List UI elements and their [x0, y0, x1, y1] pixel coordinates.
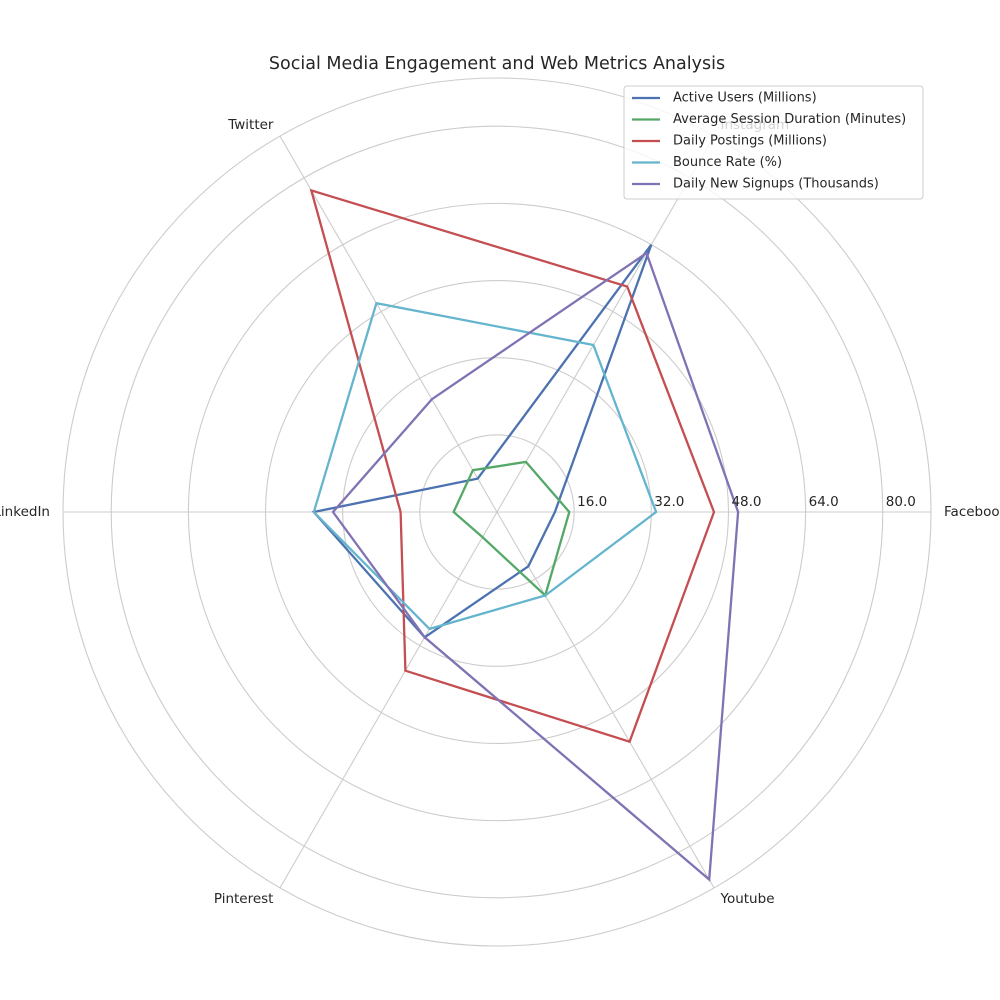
grid-spoke	[496, 511, 715, 889]
legend-label: Bounce Rate (%)	[673, 155, 782, 170]
series-line	[452, 460, 571, 598]
radar-grid	[62, 77, 932, 947]
category-label: LinkedIn	[0, 504, 50, 520]
radial-tick-label: 80.0	[886, 494, 916, 510]
legend-frame	[623, 85, 924, 200]
chart-title: Social Media Engagement and Web Metrics …	[269, 54, 725, 74]
series-line	[331, 251, 740, 882]
radial-tick-label: 16.0	[577, 494, 607, 510]
legend-label: Average Session Duration (Minutes)	[673, 112, 906, 127]
legend-label: Daily New Signups (Thousands)	[673, 177, 879, 192]
radial-tick-label: 64.0	[809, 494, 839, 510]
radial-tick-label: 32.0	[654, 494, 684, 510]
series-line	[309, 188, 716, 744]
category-label: Pinterest	[214, 891, 274, 907]
category-label: Facebook	[944, 504, 1000, 520]
radar-labels: FacebookInstagramTwitterLinkedInPinteres…	[0, 117, 1000, 907]
series-line	[311, 244, 653, 639]
legend-label: Daily Postings (Millions)	[673, 134, 827, 149]
legend: Active Users (Millions) Average Session D…	[623, 85, 924, 200]
category-label: Twitter	[227, 117, 274, 133]
grid-spoke	[279, 511, 498, 889]
legend-label: Active Users (Millions)	[673, 91, 817, 106]
radial-tick-label: 48.0	[731, 494, 761, 510]
category-label: Youtube	[720, 891, 775, 907]
radar-series	[309, 188, 740, 882]
grid-spoke	[279, 135, 498, 513]
series-line	[312, 301, 658, 631]
